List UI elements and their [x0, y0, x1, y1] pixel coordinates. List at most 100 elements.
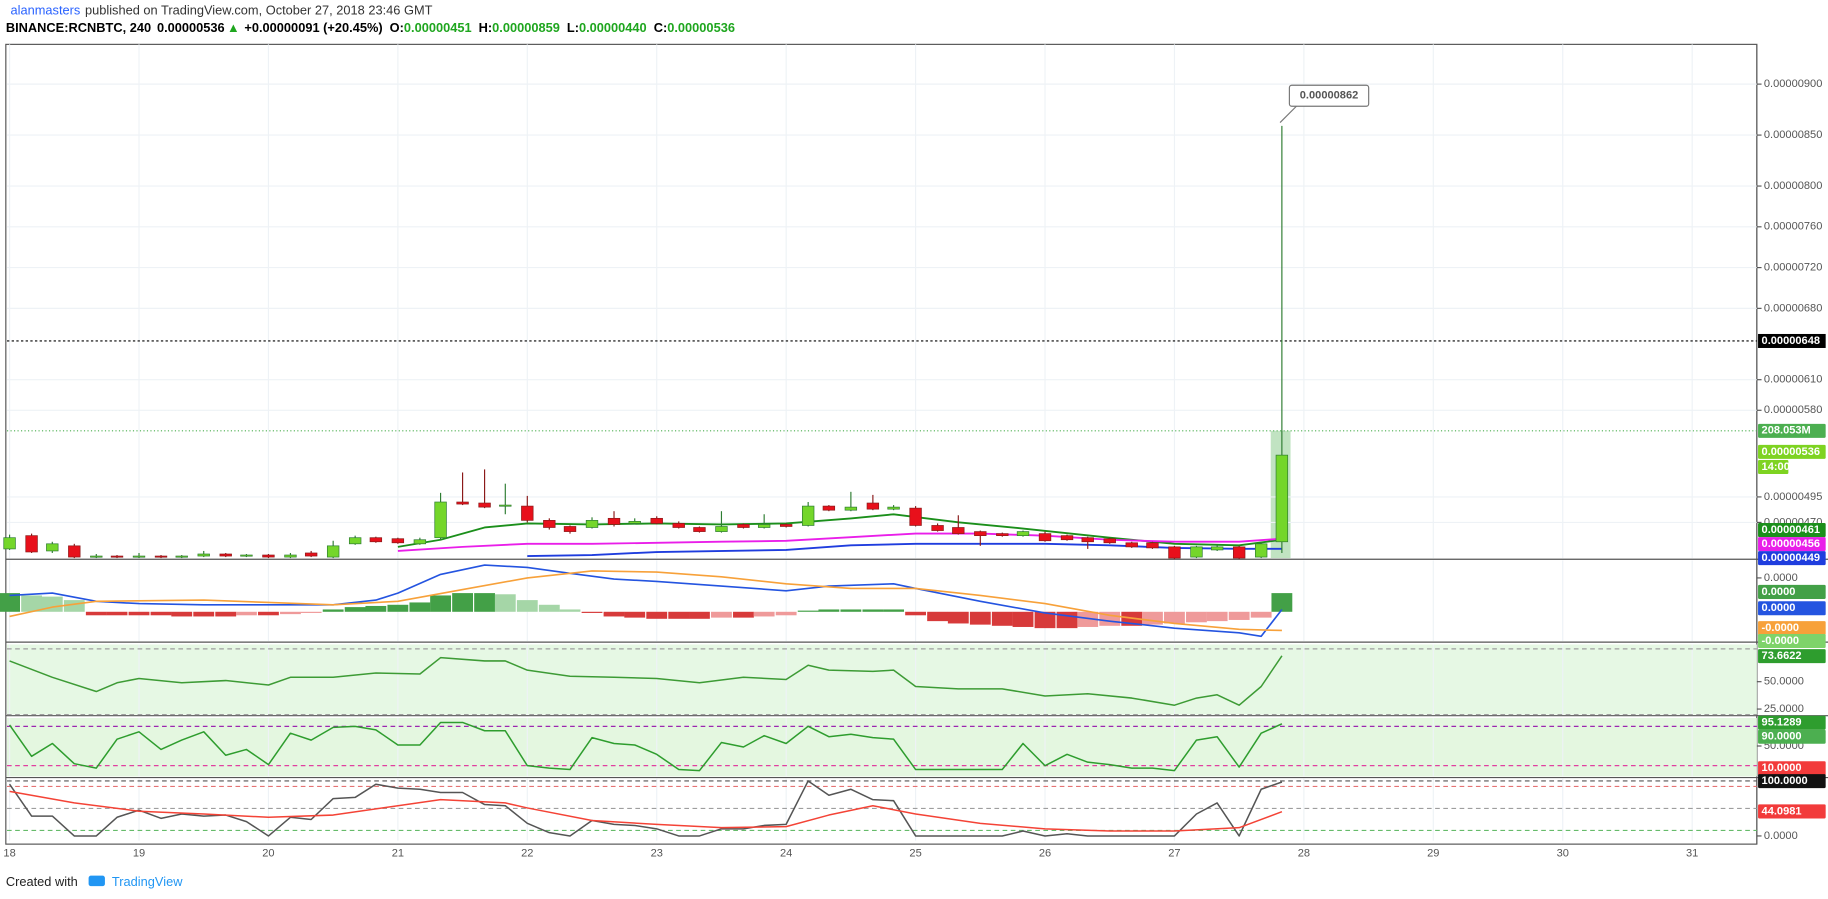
y-tick-label: 0.0000 [1764, 830, 1798, 842]
histogram-bar [775, 611, 797, 616]
price-tag-label: -0.0000 [1762, 622, 1800, 634]
histogram-bar [128, 611, 150, 616]
histogram-bar [63, 600, 85, 612]
candle-body [1275, 454, 1289, 543]
candle-body [737, 524, 750, 528]
pane-fill [6, 644, 1757, 715]
candle-body [110, 555, 124, 558]
price-tag-label: 0.00000449 [1762, 552, 1820, 564]
candle-body [693, 527, 706, 532]
price-tag [1758, 729, 1826, 744]
candle-body [801, 505, 815, 526]
x-tick-label: 20 [262, 847, 274, 859]
header-text: 0.00000536 [157, 21, 225, 36]
histogram-bar [322, 609, 344, 612]
price-tag-label: 100.0000 [1762, 775, 1808, 787]
annotation-box [1288, 84, 1370, 107]
candle-body [844, 506, 858, 511]
histogram-bar [474, 593, 496, 612]
candle-body [585, 520, 599, 528]
histogram-bar [494, 594, 516, 612]
indicator-line [8, 721, 1283, 772]
footer-brand[interactable]: TradingView [112, 874, 183, 889]
header-text: alanmasters [10, 3, 80, 18]
histogram-bar [365, 605, 387, 612]
candle-body [866, 502, 880, 510]
candle-body [3, 537, 16, 550]
candle-body [757, 524, 771, 528]
y-tick-label: 0.00000900 [1764, 78, 1822, 90]
histogram-bar [300, 611, 322, 613]
candle-body [650, 517, 663, 524]
histogram-bar [862, 609, 884, 612]
candle-body [1232, 546, 1246, 559]
price-tag-label: 90.0000 [1762, 731, 1802, 743]
candle-body [154, 555, 168, 558]
price-tag [1758, 804, 1826, 819]
price-tag [1758, 537, 1826, 552]
histogram-bar [344, 607, 366, 612]
histogram-bar [733, 611, 754, 618]
annotation-label: 0.00000862 [1300, 90, 1358, 102]
histogram-bar [1228, 611, 1250, 620]
x-tick-label: 31 [1686, 847, 1698, 859]
histogram-bar [516, 600, 538, 612]
header-text: L: [567, 21, 579, 36]
y-tick-label: 0.00000495 [1764, 491, 1822, 503]
candle-body [90, 555, 103, 558]
candle-body [931, 525, 944, 531]
x-tick-label: 24 [780, 847, 792, 859]
annotation-pointer [1279, 105, 1297, 124]
publish-line: alanmasters published on TradingView.com,… [10, 3, 432, 18]
price-tag [1758, 761, 1826, 776]
candle-body [1146, 542, 1159, 549]
candle-body [1168, 546, 1181, 559]
price-tag [1758, 333, 1826, 348]
candle-body [284, 554, 297, 558]
indicator-line [9, 570, 1282, 632]
x-tick-label: 27 [1168, 847, 1180, 859]
histogram-bar [1034, 611, 1056, 629]
histogram-bar [991, 611, 1013, 626]
header-text: 0.00000536 [667, 21, 735, 36]
histogram-bar [797, 610, 819, 612]
header-text: H: [479, 21, 493, 36]
candle-body [1125, 542, 1138, 548]
price-tag [1758, 523, 1826, 538]
candle-body [391, 538, 405, 544]
histogram-bar [603, 611, 625, 617]
price-tag-label: 0.0000 [1762, 602, 1796, 614]
histogram-bar [106, 611, 128, 616]
candle-body [521, 505, 534, 521]
histogram-bar [1186, 611, 1207, 623]
x-tick-label: 18 [3, 847, 15, 859]
header-text: 0.00000859 [492, 21, 560, 36]
candle-body [1103, 538, 1116, 544]
candle-body [434, 501, 447, 539]
candle-body [607, 517, 621, 525]
histogram-bar [581, 611, 603, 613]
candle-body [262, 554, 275, 558]
y-tick-label: 50.0000 [1764, 676, 1804, 688]
price-tag-label: 0.0000 [1762, 586, 1796, 598]
candle-body [672, 523, 685, 528]
candle-body [132, 555, 146, 558]
price-tag [1758, 601, 1826, 616]
histogram-bar [1250, 611, 1272, 618]
candle-body [478, 502, 491, 508]
y-tick-label: 0.00000800 [1764, 180, 1822, 192]
histogram-bar [668, 611, 690, 619]
price-tag-label: 0.00000456 [1762, 538, 1820, 550]
indicator-line [9, 790, 1283, 832]
x-tick-label: 29 [1427, 847, 1439, 859]
y-tick-label: 0.00000720 [1764, 262, 1822, 274]
price-tag [1758, 715, 1826, 730]
price-tag-label: 0.00000648 [1762, 335, 1820, 347]
x-tick-label: 26 [1039, 847, 1051, 859]
y-tick-label: 0.00000760 [1764, 221, 1822, 233]
histogram-bar [0, 593, 21, 612]
price-tag-label: 208.053M [1762, 425, 1811, 437]
candle-body [909, 507, 922, 526]
price-tag [1758, 584, 1826, 599]
x-tick-label: 21 [392, 847, 404, 859]
